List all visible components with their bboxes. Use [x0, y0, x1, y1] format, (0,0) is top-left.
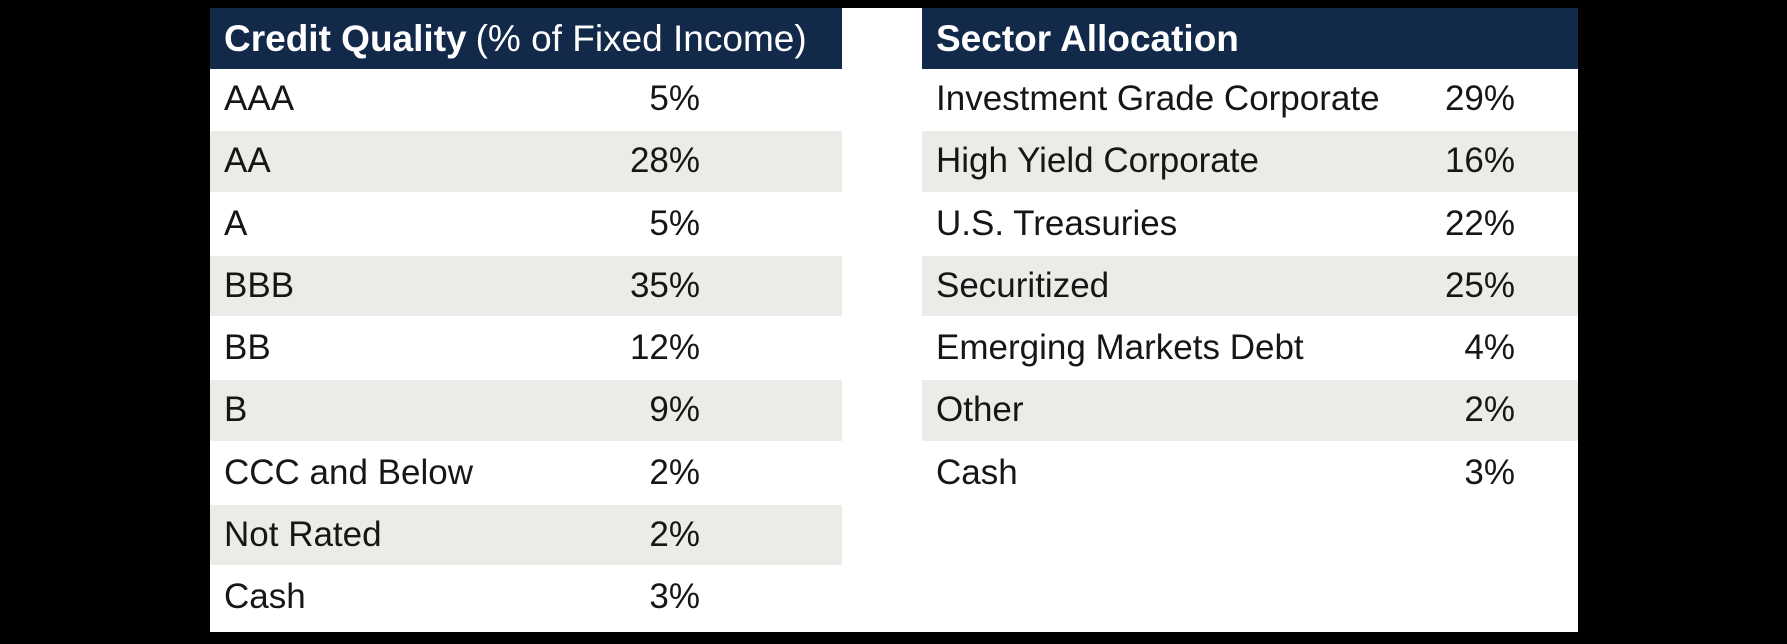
table-row: Securitized 25% — [922, 255, 1578, 319]
row-value: 35% — [629, 265, 700, 305]
row-value: 25% — [1444, 265, 1515, 305]
row-label: Securitized — [936, 265, 1110, 305]
credit-quality-header: Credit Quality (% of Fixed Income) — [210, 8, 842, 69]
table-row: U.S. Treasuries 22% — [922, 193, 1578, 256]
row-label: High Yield Corporate — [936, 141, 1259, 181]
row-value: 4% — [1464, 328, 1515, 368]
row-value: 9% — [649, 390, 700, 430]
table-row: Cash 3% — [210, 567, 842, 630]
table-title: Credit Quality — [224, 18, 467, 59]
table-row: BB 12% — [210, 318, 842, 381]
table-row: AA 28% — [210, 131, 842, 194]
row-label: AAA — [224, 79, 295, 118]
row-label: BBB — [224, 265, 295, 305]
table-title-suffix: (% of Fixed Income) — [475, 18, 807, 59]
table-row: Emerging Markets Debt 4% — [922, 318, 1578, 381]
row-value: 3% — [1464, 452, 1515, 492]
sector-allocation-table: Sector Allocation Investment Grade Corpo… — [922, 8, 1578, 506]
row-value: 2% — [649, 515, 700, 555]
row-value: 28% — [629, 141, 700, 181]
credit-quality-table: Credit Quality (% of Fixed Income) AAA 5% A… — [210, 8, 842, 630]
table-row: CCC and Below 2% — [210, 442, 842, 506]
row-value: 5% — [649, 79, 700, 118]
table-row: Cash 3% — [922, 442, 1578, 506]
row-label: U.S. Treasuries — [936, 203, 1178, 243]
table-row: Other 2% — [922, 380, 1578, 443]
row-value: 2% — [1464, 390, 1515, 430]
table-rows: Investment Grade Corporate 29% High Yield … — [922, 69, 1578, 506]
row-label: Cash — [936, 452, 1018, 492]
row-value: 2% — [649, 452, 700, 492]
table-row: High Yield Corporate 16% — [922, 131, 1578, 194]
row-label: BB — [224, 328, 271, 368]
table-rows: AAA 5% AA 28% A 5% BBB 35% BB 12% B 9% CCC and Below… — [210, 69, 842, 630]
row-label: Cash — [224, 577, 306, 617]
content-canvas: Credit Quality (% of Fixed Income) AAA 5% A… — [210, 8, 1578, 632]
row-label: Investment Grade Corporate — [936, 79, 1380, 118]
sector-allocation-header: Sector Allocation — [922, 8, 1578, 69]
table-row: Investment Grade Corporate 29% — [922, 69, 1578, 132]
row-label: Other — [936, 390, 1024, 430]
row-value: 22% — [1444, 203, 1515, 243]
table-row: B 9% — [210, 380, 842, 443]
row-value: 3% — [649, 577, 700, 617]
table-row: Not Rated 2% — [210, 505, 842, 568]
row-label: A — [224, 203, 248, 243]
table-row: BBB 35% — [210, 255, 842, 319]
row-value: 29% — [1444, 79, 1515, 118]
row-label: B — [224, 390, 248, 430]
table-row: A 5% — [210, 193, 842, 256]
row-value: 16% — [1444, 141, 1515, 181]
row-value: 12% — [629, 328, 700, 368]
row-label: Not Rated — [224, 515, 382, 555]
row-value: 5% — [649, 203, 700, 243]
row-label: AA — [224, 141, 271, 181]
table-row: AAA 5% — [210, 69, 842, 132]
table-title: Sector Allocation — [936, 18, 1239, 59]
row-label: Emerging Markets Debt — [936, 328, 1304, 368]
row-label: CCC and Below — [224, 452, 473, 492]
